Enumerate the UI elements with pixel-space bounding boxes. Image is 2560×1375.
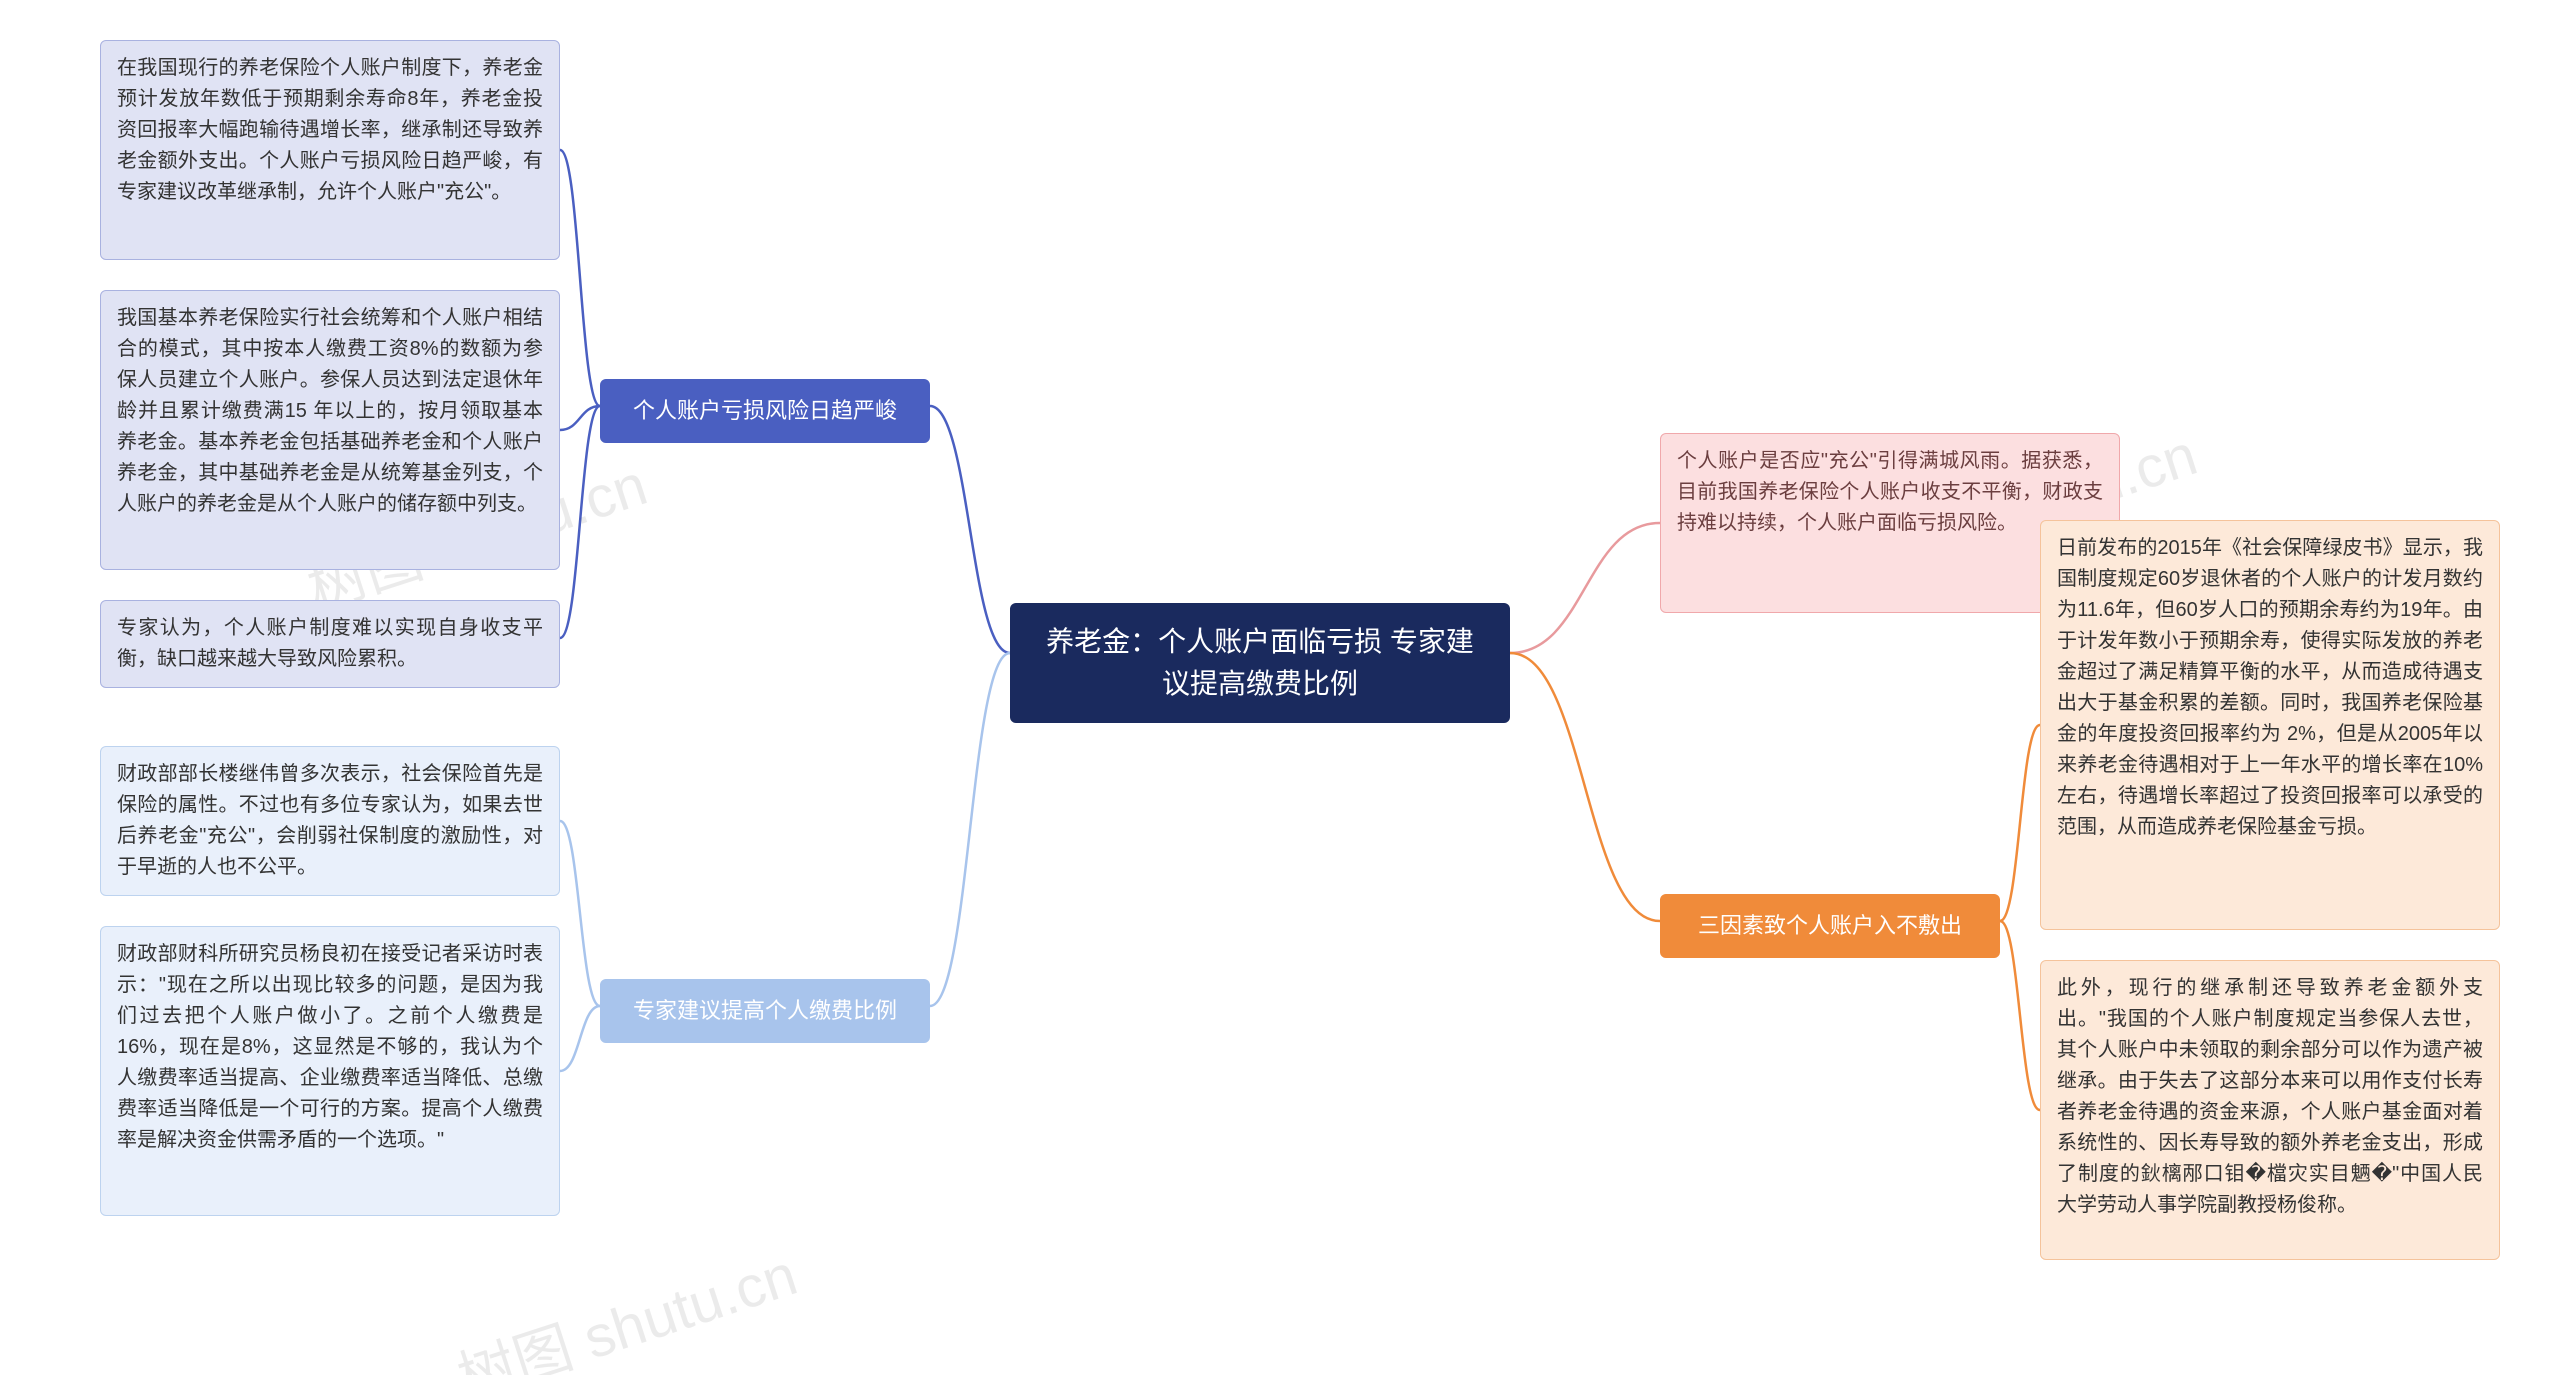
watermark-3: 树图 shutu.cn [446, 1228, 806, 1375]
root-node: 养老金：个人账户面临亏损 专家建议提高缴费比例 [1010, 603, 1510, 723]
leaf-b1-0: 在我国现行的养老保险个人账户制度下，养老金预计发放年数低于预期剩余寿命8年，养老… [100, 40, 560, 260]
leaf-b1-2: 专家认为，个人账户制度难以实现自身收支平衡，缺口越来越大导致风险累积。 [100, 600, 560, 688]
branch-three-factors: 三因素致个人账户入不敷出 [1660, 894, 2000, 958]
branch-raise-contribution: 专家建议提高个人缴费比例 [600, 979, 930, 1043]
leaf-b2-0: 财政部部长楼继伟曾多次表示，社会保险首先是保险的属性。不过也有多位专家认为，如果… [100, 746, 560, 896]
leaf-b4-1: 此外，现行的继承制还导致养老金额外支出。"我国的个人账户制度规定当参保人去世，其… [2040, 960, 2500, 1260]
leaf-b4-0: 日前发布的2015年《社会保障绿皮书》显示，我国制度规定60岁退休者的个人账户的… [2040, 520, 2500, 930]
leaf-b2-1: 财政部财科所研究员杨良初在接受记者采访时表示："现在之所以出现比较多的问题，是因… [100, 926, 560, 1216]
leaf-b1-1: 我国基本养老保险实行社会统筹和个人账户相结合的模式，其中按本人缴费工资8%的数额… [100, 290, 560, 570]
branch-account-loss-risk: 个人账户亏损风险日趋严峻 [600, 379, 930, 443]
